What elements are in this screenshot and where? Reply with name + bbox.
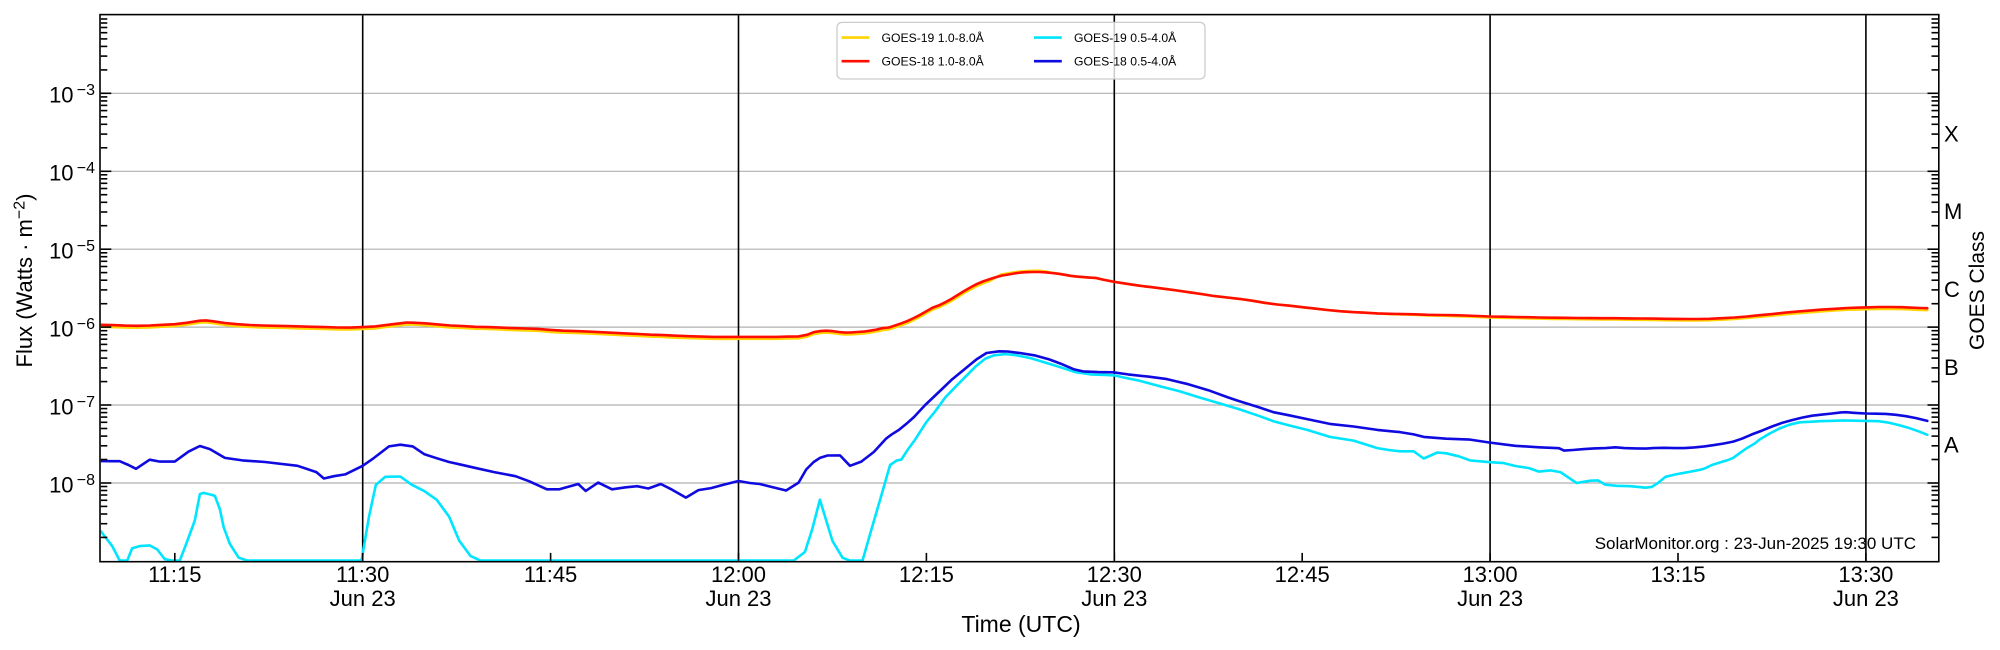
svg-text:A: A (1944, 433, 1959, 458)
svg-text:Jun 23: Jun 23 (1457, 586, 1523, 611)
svg-text:B: B (1944, 355, 1959, 380)
svg-text:GOES Class: GOES Class (1966, 231, 1989, 350)
svg-text:13:15: 13:15 (1650, 562, 1705, 587)
svg-text:13:30: 13:30 (1838, 562, 1893, 587)
svg-text:GOES-19 1.0-8.0Å: GOES-19 1.0-8.0Å (882, 30, 985, 45)
svg-text:13:00: 13:00 (1463, 562, 1518, 587)
svg-text:M: M (1944, 199, 1962, 224)
svg-text:Time (UTC): Time (UTC) (961, 611, 1080, 637)
svg-text:12:15: 12:15 (899, 562, 954, 587)
svg-text:12:30: 12:30 (1087, 562, 1142, 587)
svg-text:GOES-18 1.0-8.0Å: GOES-18 1.0-8.0Å (882, 54, 985, 69)
svg-text:10 −6: 10 −6 (49, 316, 95, 342)
svg-text:11:45: 11:45 (524, 562, 577, 587)
svg-text:Jun 23: Jun 23 (330, 586, 396, 611)
svg-text:X: X (1944, 122, 1959, 147)
svg-text:Flux (Watts · m−2): Flux (Watts · m−2) (12, 194, 38, 368)
svg-text:GOES-19 0.5-4.0Å: GOES-19 0.5-4.0Å (1074, 30, 1177, 45)
svg-text:11:15: 11:15 (148, 562, 201, 587)
svg-text:Jun 23: Jun 23 (1833, 586, 1899, 611)
svg-text:Jun 23: Jun 23 (705, 586, 771, 611)
svg-text:12:45: 12:45 (1275, 562, 1330, 587)
svg-text:Jun 23: Jun 23 (1081, 586, 1147, 611)
svg-text:SolarMonitor.org : 23-Jun-2025: SolarMonitor.org : 23-Jun-2025 19:30 UTC (1595, 534, 1916, 553)
svg-text:12:00: 12:00 (711, 562, 766, 587)
svg-text:GOES-18 0.5-4.0Å: GOES-18 0.5-4.0Å (1074, 54, 1177, 69)
svg-text:C: C (1944, 277, 1960, 302)
svg-text:11:30: 11:30 (336, 562, 389, 587)
